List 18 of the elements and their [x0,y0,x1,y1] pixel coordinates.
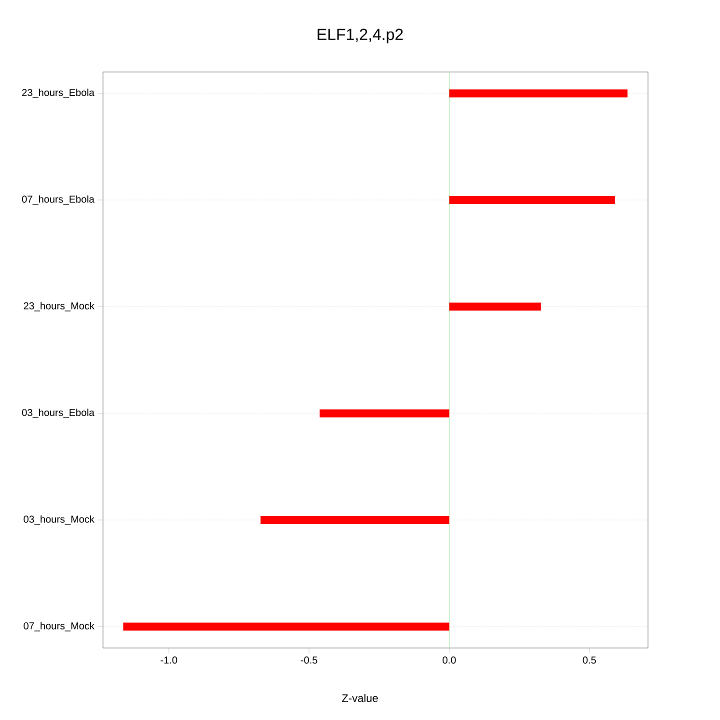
x-tick-label: -1.0 [160,656,178,664]
x-tick-label: 0.0 [442,656,456,664]
bar [123,622,450,631]
x-axis-title: Z-value [342,694,378,702]
bar [260,516,450,524]
x-tick-label: -0.5 [300,656,318,664]
y-tick-label: 23_hours_Ebola [22,88,94,98]
y-tick-label: 07_hours_Ebola [22,195,94,205]
x-tick-label: 0.5 [582,656,596,664]
y-tick-label: 23_hours_Mock [24,302,94,312]
chart-title: ELF1,2,4.p2 [318,28,403,44]
y-tick-label: 03_hours_Mock [24,515,94,525]
bar [449,302,541,311]
bar [449,196,615,204]
y-tick-label: 07_hours_Mock [24,622,94,632]
y-tick-label: 03_hours_Ebola [22,408,94,418]
bar [320,409,450,418]
bar [449,89,628,98]
